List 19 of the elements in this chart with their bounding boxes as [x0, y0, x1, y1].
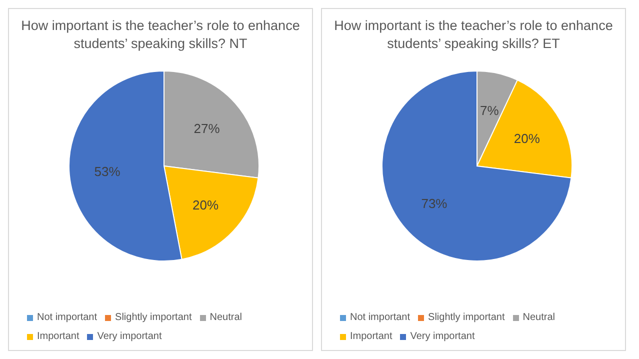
legend-label: Slightly important [428, 312, 505, 323]
legend-label: Important [37, 331, 80, 342]
legend-label: Neutral [522, 312, 555, 323]
legend-label: Not important [37, 312, 98, 323]
legend-label: Very important [410, 331, 475, 342]
data-label: 27% [194, 120, 220, 136]
legend-label: Neutral [210, 312, 242, 323]
data-label: 53% [94, 164, 121, 179]
legend-label: Important [350, 331, 392, 342]
chart-title: How important is the teacher’s role to enhance students’ speaking skills? ET [333, 17, 614, 53]
chart-title: How important is the teacher’s role to enhance students’ speaking skills? NT [20, 17, 301, 53]
data-label: 20% [514, 131, 540, 146]
legend-label: Very important [97, 331, 162, 342]
legend-label: Slightly important [115, 312, 192, 323]
pie-slice [382, 70, 572, 262]
data-label: 7% [480, 102, 500, 118]
data-label: 73% [421, 196, 448, 212]
data-label: 20% [192, 198, 219, 213]
legend-label: Not important [350, 312, 410, 323]
